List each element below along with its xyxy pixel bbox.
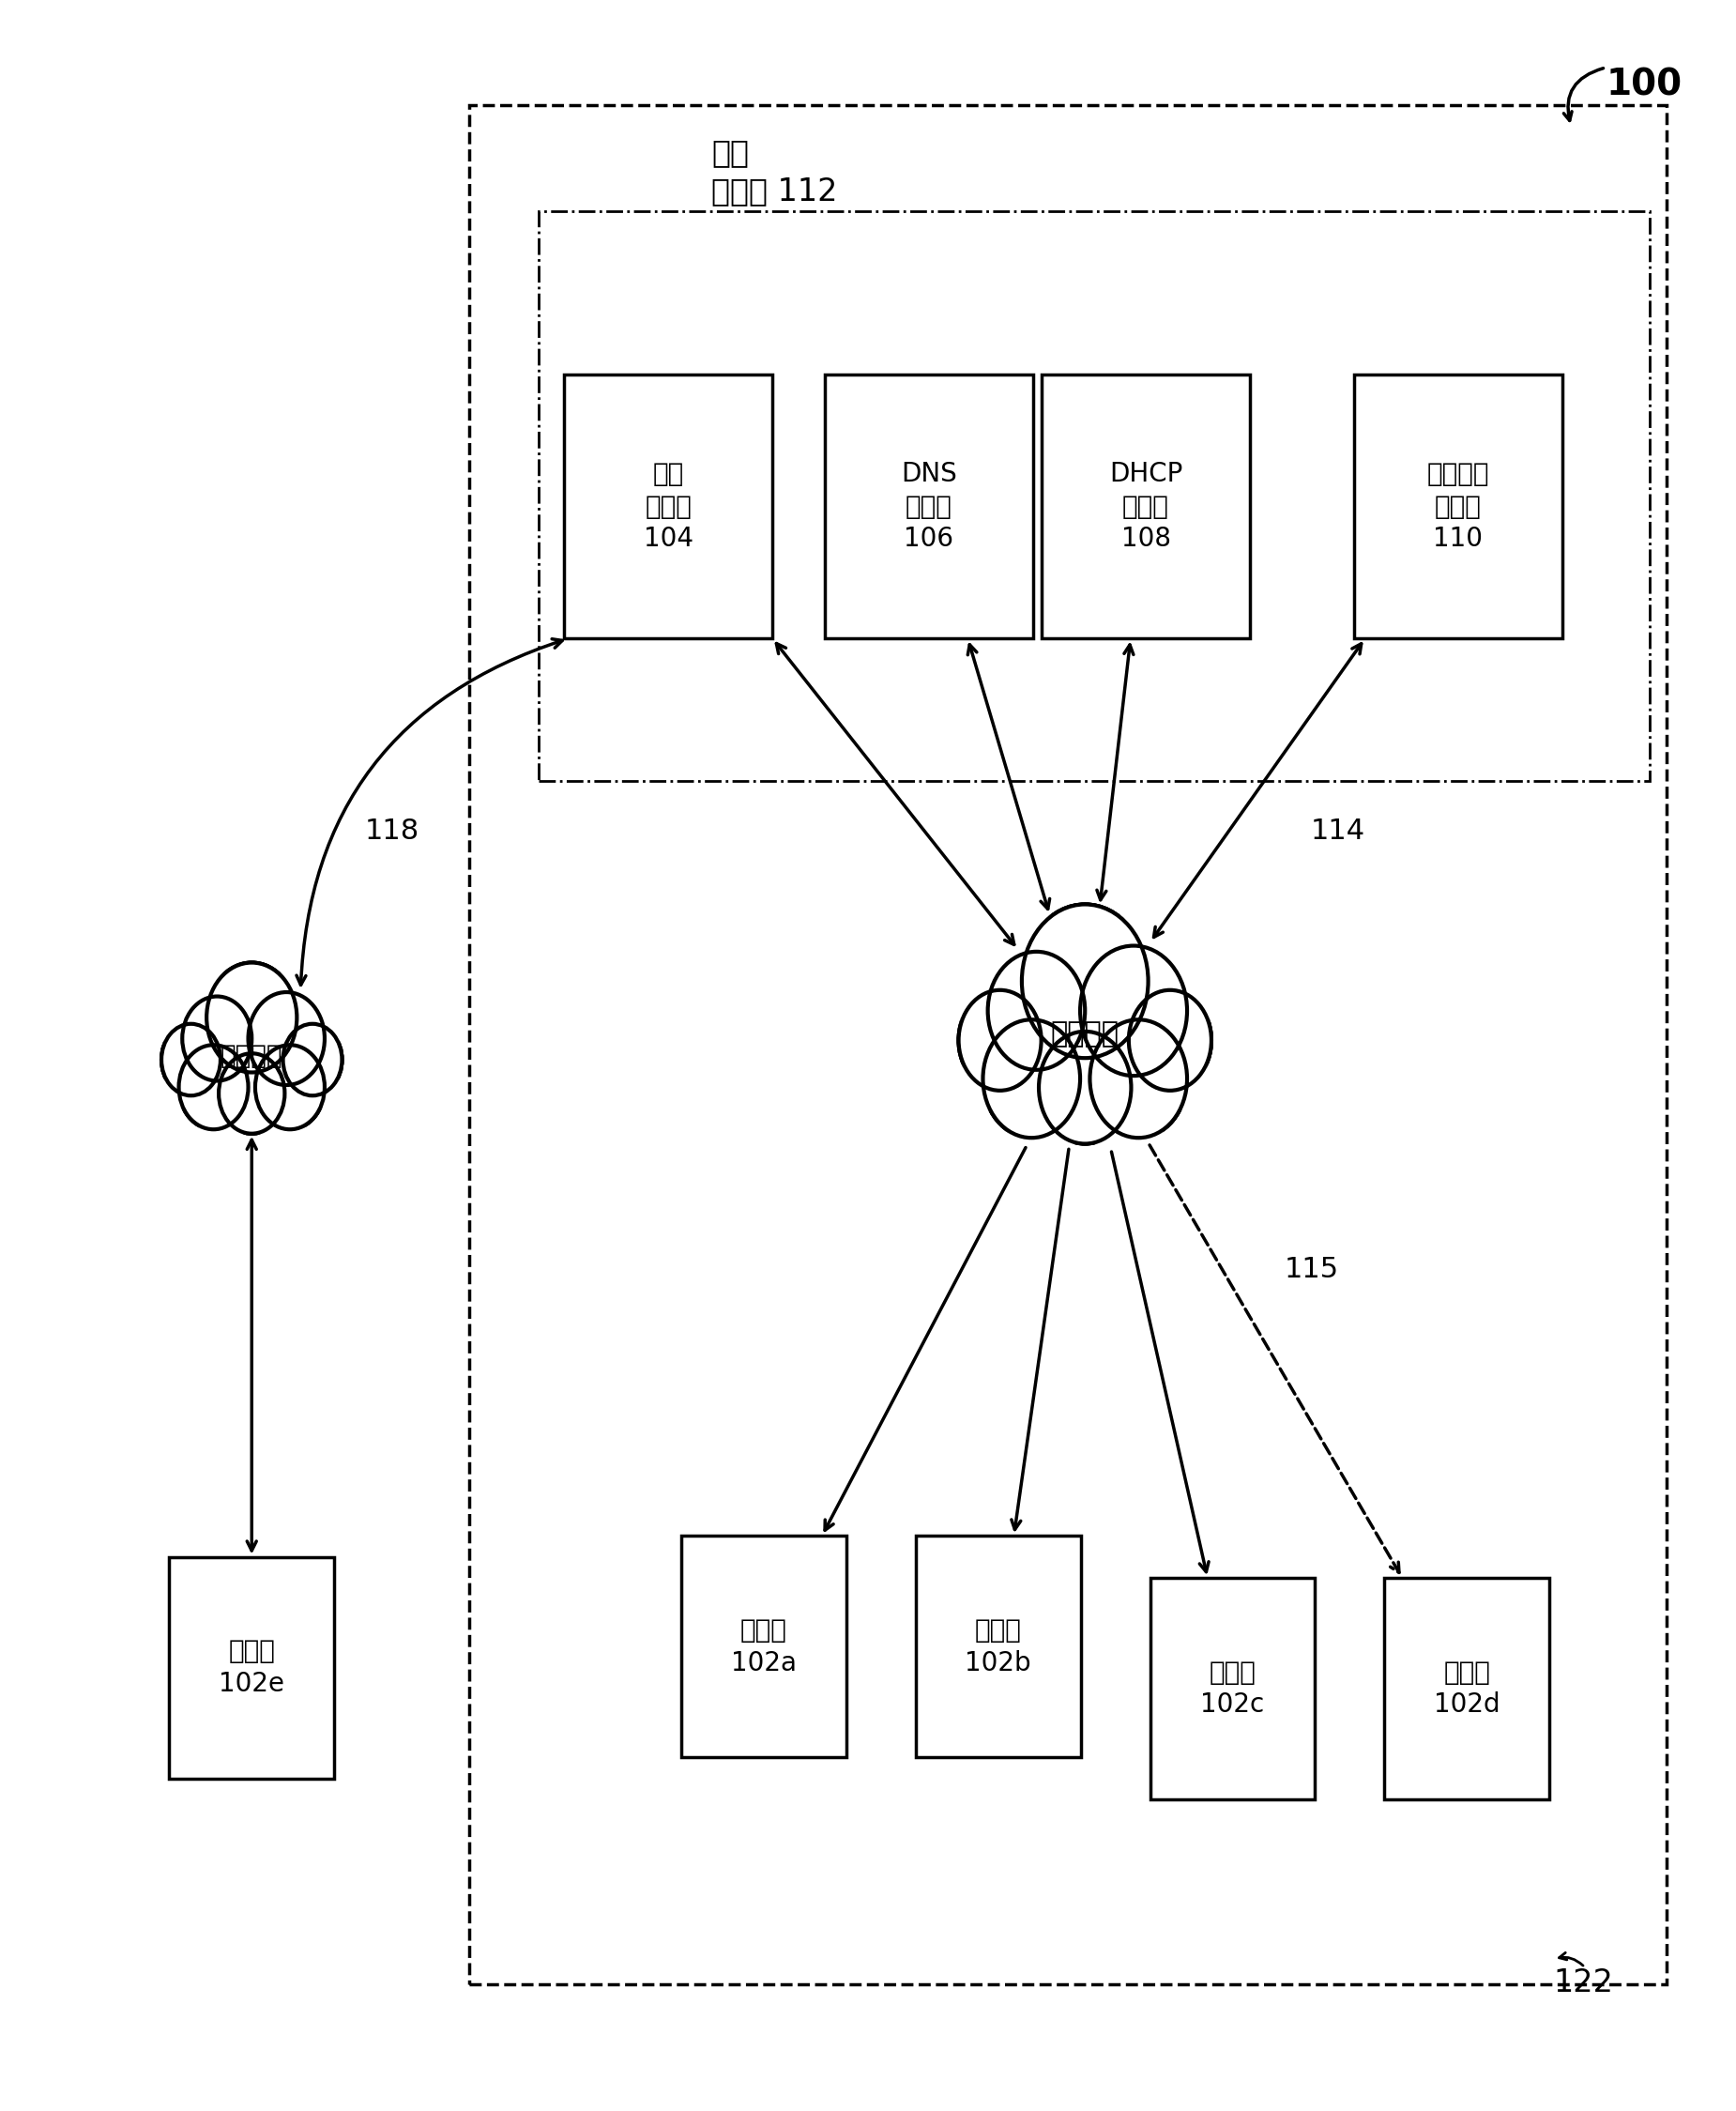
Text: 客户机
102b: 客户机 102b <box>965 1617 1031 1676</box>
Text: 公共网络: 公共网络 <box>220 1043 283 1068</box>
Text: 115: 115 <box>1285 1256 1338 1283</box>
Circle shape <box>1038 1032 1132 1144</box>
Text: 114: 114 <box>1311 817 1364 844</box>
FancyBboxPatch shape <box>1385 1579 1549 1799</box>
Text: 存储
服务器
104: 存储 服务器 104 <box>644 460 693 553</box>
FancyBboxPatch shape <box>825 376 1033 638</box>
Circle shape <box>207 963 297 1072</box>
Text: 客户机
102c: 客户机 102c <box>1201 1659 1264 1718</box>
Circle shape <box>182 996 252 1081</box>
FancyBboxPatch shape <box>1042 376 1250 638</box>
Circle shape <box>283 1024 342 1096</box>
Circle shape <box>255 1045 325 1129</box>
Circle shape <box>219 1053 285 1134</box>
Circle shape <box>1080 946 1187 1077</box>
FancyBboxPatch shape <box>917 1537 1080 1756</box>
Circle shape <box>248 992 325 1085</box>
Polygon shape <box>161 963 342 1138</box>
Circle shape <box>1128 990 1212 1091</box>
FancyBboxPatch shape <box>681 1537 847 1756</box>
FancyBboxPatch shape <box>168 1558 333 1777</box>
Circle shape <box>179 1045 248 1129</box>
Polygon shape <box>958 904 1212 1150</box>
Circle shape <box>1090 1020 1187 1138</box>
FancyBboxPatch shape <box>1354 376 1562 638</box>
Circle shape <box>1023 904 1147 1058</box>
Polygon shape <box>161 963 342 1138</box>
Circle shape <box>958 990 1042 1091</box>
Circle shape <box>983 1020 1080 1138</box>
Text: 企业网络: 企业网络 <box>1050 1022 1120 1047</box>
Text: 配置应用
服务器
110: 配置应用 服务器 110 <box>1427 460 1489 553</box>
Circle shape <box>161 1024 220 1096</box>
Text: 客户机
102e: 客户机 102e <box>219 1638 285 1697</box>
FancyBboxPatch shape <box>564 376 773 638</box>
Text: DHCP
服务器
108: DHCP 服务器 108 <box>1109 460 1182 553</box>
Text: 100: 100 <box>1606 68 1682 103</box>
Text: 客户机
102d: 客户机 102d <box>1434 1659 1500 1718</box>
FancyBboxPatch shape <box>1149 1579 1316 1799</box>
Text: 122: 122 <box>1554 1967 1614 1999</box>
Text: 内部
服务器 112: 内部 服务器 112 <box>712 137 838 207</box>
Polygon shape <box>958 904 1212 1150</box>
Circle shape <box>988 952 1085 1070</box>
Text: 118: 118 <box>365 817 418 844</box>
Text: DNS
服务器
106: DNS 服务器 106 <box>901 460 957 553</box>
Text: 客户机
102a: 客户机 102a <box>731 1617 797 1676</box>
